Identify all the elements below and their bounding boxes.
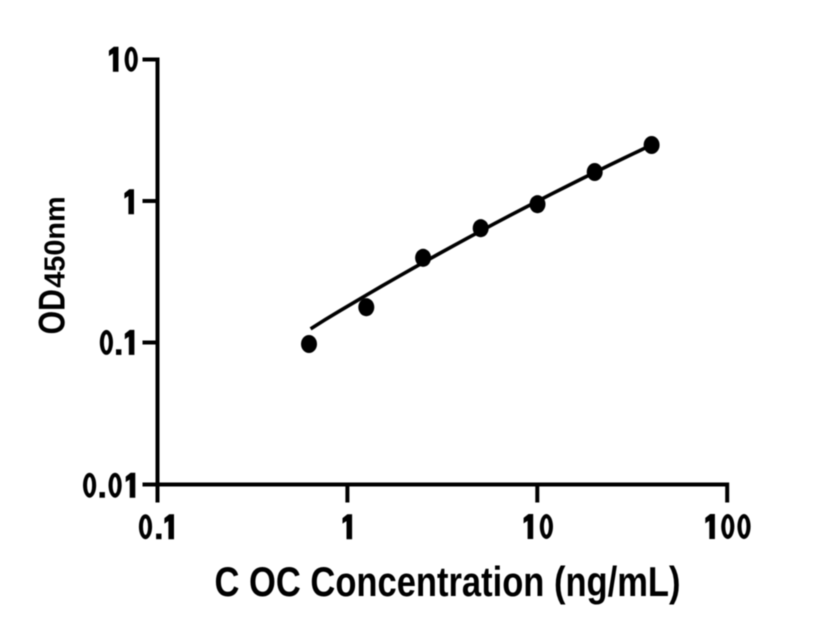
svg-text:C OC Concentration (ng/mL): C OC Concentration (ng/mL) [215,558,681,605]
svg-text:450nm: 450nm [39,196,71,288]
svg-text:OD: OD [31,289,72,334]
